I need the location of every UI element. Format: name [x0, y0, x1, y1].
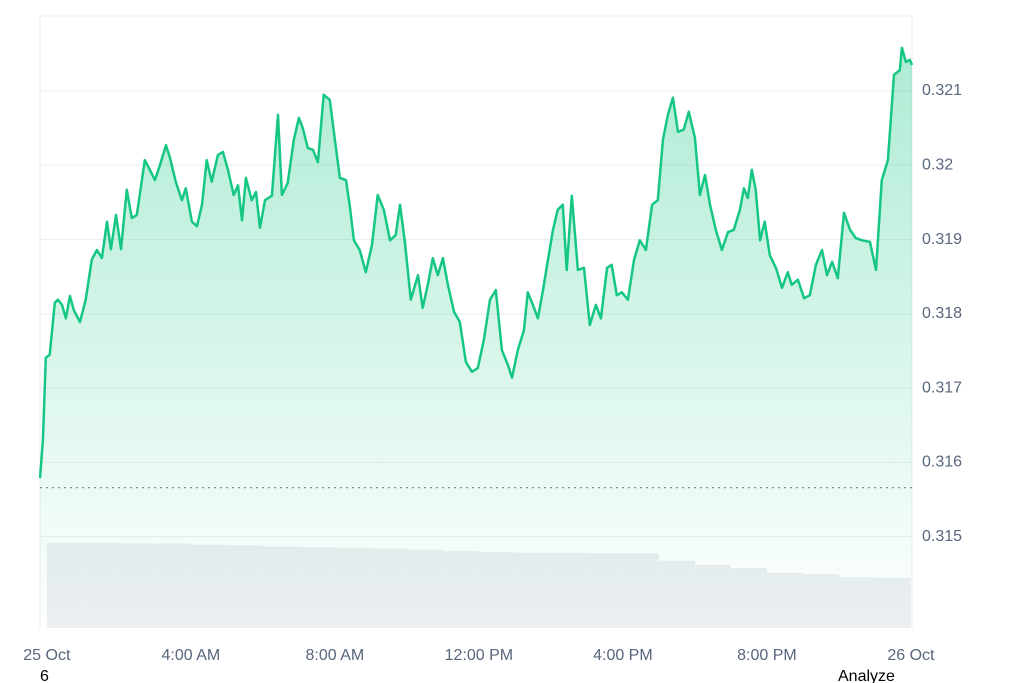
y-tick-label: 0.315	[922, 528, 962, 545]
y-tick-label: 0.319	[922, 231, 962, 248]
x-tick-label: 8:00 AM	[306, 647, 365, 664]
footer-left: 6	[40, 668, 49, 683]
y-tick-label: 0.32	[922, 157, 953, 174]
price-line	[38, 46, 914, 479]
x-tick-label: 25 Oct	[23, 647, 71, 664]
x-tick-label: 26 Oct	[887, 647, 935, 664]
area	[40, 47, 912, 628]
x-tick-label: 8:00 PM	[737, 647, 797, 664]
x-tick-label: 4:00 PM	[593, 647, 653, 664]
x-tick-label: 4:00 AM	[162, 647, 221, 664]
y-tick-label: 0.318	[922, 305, 962, 322]
footer-right: Analyze	[838, 668, 895, 683]
x-tick-label: 12:00 PM	[445, 647, 513, 664]
labels: 0.315 0.316 0.317 0.318 0.319 0.32 0.321 25 Oct…	[23, 82, 962, 664]
y-tick-label: 0.321	[922, 82, 962, 99]
y-tick-label: 0.317	[922, 379, 962, 396]
y-tick-label: 0.316	[922, 454, 962, 471]
plot	[38, 46, 914, 628]
